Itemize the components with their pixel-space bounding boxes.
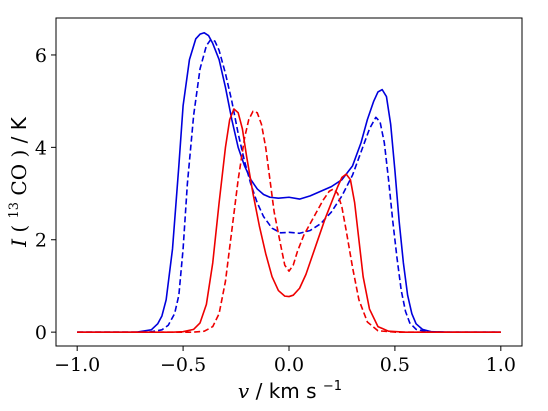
x-tick-label: −1.0 <box>54 354 100 376</box>
x-tick-label: 0.0 <box>274 354 304 376</box>
y-axis-label-unit: K <box>7 116 31 130</box>
x-axis-label: v / km s −1 <box>238 379 342 403</box>
y-axis-label-sup: 13 <box>7 202 22 219</box>
y-axis-label: I ( 13 CO ) / K <box>0 116 31 248</box>
y-tick-label: 4 <box>35 137 47 159</box>
y-tick-label: 6 <box>35 45 47 67</box>
series-layer <box>77 31 501 333</box>
series-line-red-dashed <box>77 110 501 333</box>
x-tick-label: −0.5 <box>160 354 206 376</box>
x-tick-label: 1.0 <box>486 354 516 376</box>
y-tick-label: 2 <box>35 230 47 252</box>
y-tick-label: 0 <box>35 322 47 344</box>
x-tick-label: 0.5 <box>380 354 410 376</box>
series-line-red-solid <box>77 108 501 333</box>
y-axis-label-var: I <box>7 238 31 248</box>
series-line-blue-dashed <box>77 38 501 333</box>
tick-layer: −1.0 −0.5 0.0 0.5 1.0 0 2 4 6 <box>35 45 516 376</box>
y-axis-label-species: CO <box>7 164 31 196</box>
x-axis-label-unit: km s <box>269 379 317 403</box>
series-line-blue-solid <box>77 31 501 333</box>
x-axis-label-exp: −1 <box>323 379 342 394</box>
x-axis-label-var: v <box>238 379 250 403</box>
